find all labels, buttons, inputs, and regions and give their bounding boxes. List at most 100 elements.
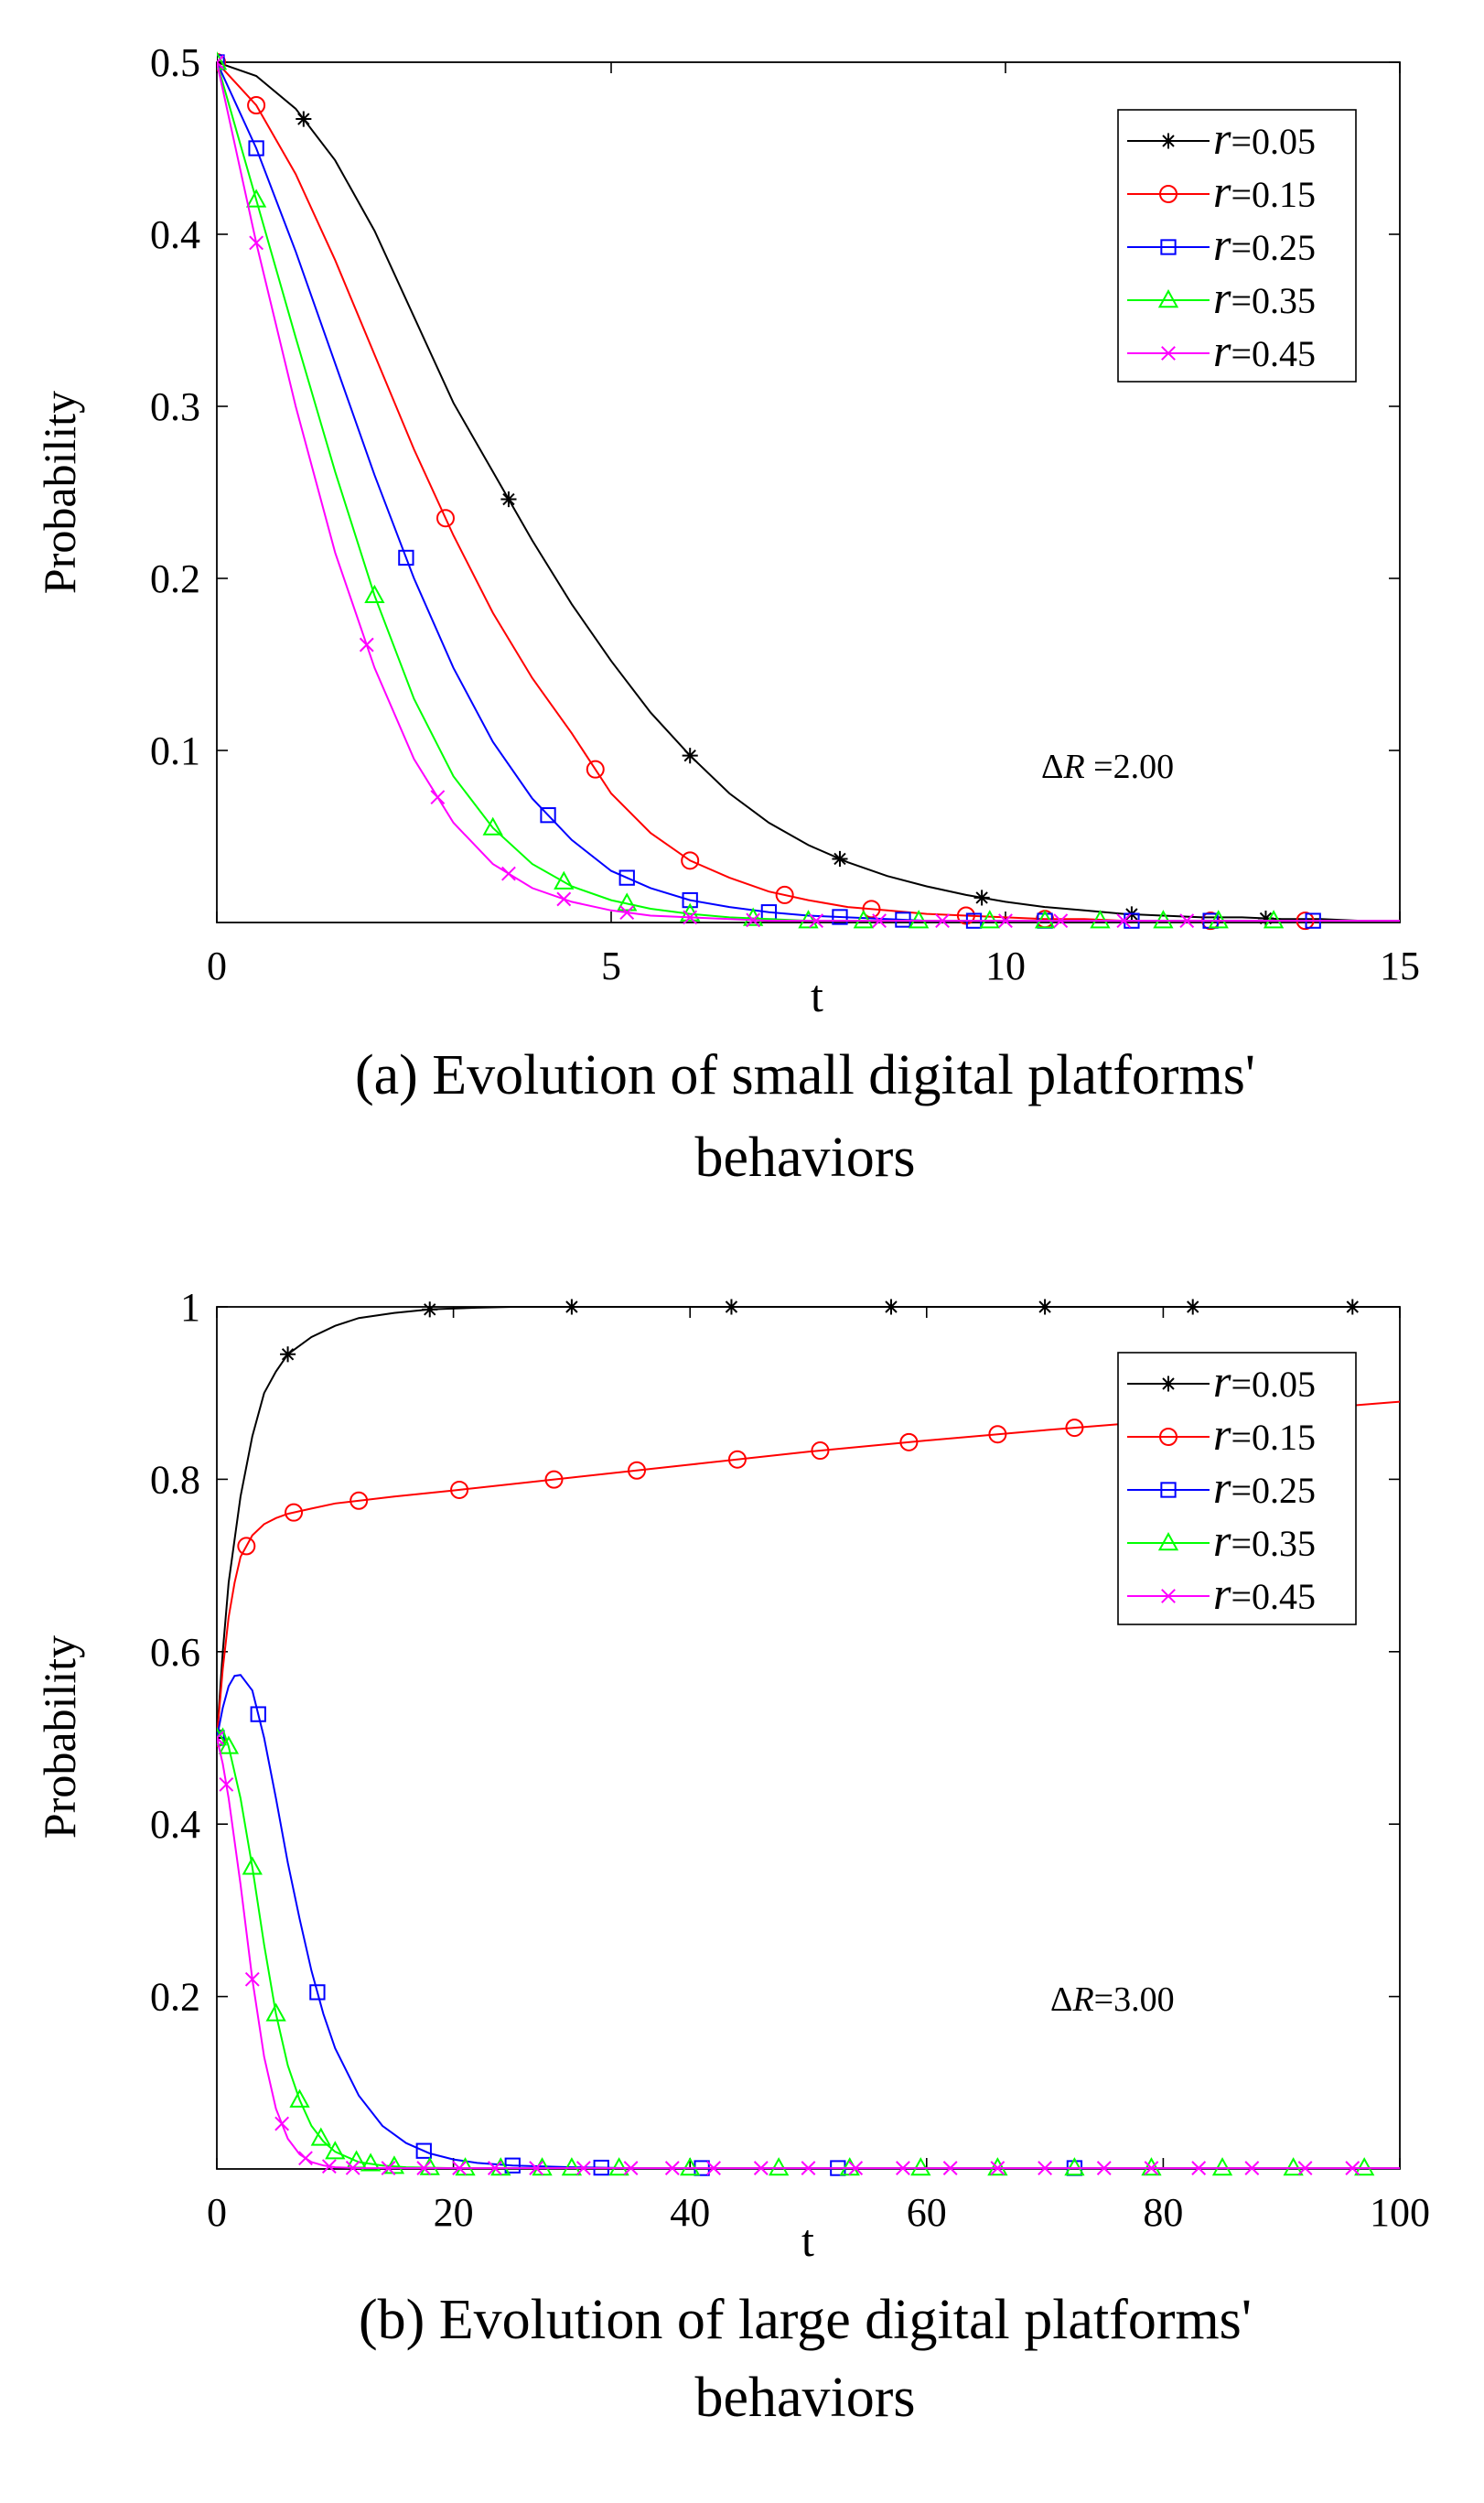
data-point-triangle (217, 1727, 228, 1746)
data-point-cross (274, 2116, 290, 2131)
data-point-cross (501, 866, 516, 881)
data-point-cross (896, 2161, 910, 2175)
data-point-asterisk (1344, 1299, 1360, 1315)
legend-marker (1161, 1589, 1176, 1603)
data-point-circle (586, 760, 605, 779)
data-point-cross (359, 637, 374, 653)
legend-param: r (1213, 1462, 1231, 1513)
data-point-cross (1116, 913, 1132, 929)
data-point-cross (942, 2161, 958, 2175)
data-point-asterisk (280, 1346, 296, 1363)
legend-param: r (1213, 1355, 1231, 1407)
data-point-cross (1144, 2161, 1159, 2175)
legend-value: =0.45 (1231, 1576, 1316, 1617)
legend-label: r=0.35 (1213, 1515, 1316, 1566)
delta-symbol: Δ (1041, 748, 1063, 786)
data-point-circle (988, 1425, 1007, 1444)
data-point-cross (381, 2161, 396, 2175)
y-tick-label: 0.2 (150, 556, 200, 601)
legend-marker (1160, 239, 1177, 255)
data-point-cross (623, 2161, 639, 2175)
legend-value: =0.25 (1231, 1470, 1316, 1511)
data-point-asterisk (682, 748, 698, 764)
legend-marker (1160, 1376, 1177, 1392)
data-point-cross (809, 913, 824, 929)
data-point-cross (753, 2161, 769, 2175)
data-point-cross (683, 910, 698, 925)
data-point-cross (556, 891, 572, 907)
x-axis-label: t (811, 970, 823, 1021)
legend-param: r (1213, 1568, 1231, 1619)
data-point-triangle (1141, 2157, 1162, 2176)
legend-marker (1160, 133, 1177, 149)
data-point-cross (706, 2161, 721, 2175)
legend-label: r=0.25 (1213, 1462, 1316, 1513)
legend-param: r (1213, 113, 1231, 164)
legend-label: r=0.45 (1213, 1568, 1316, 1619)
legend-label: r=0.35 (1213, 272, 1316, 323)
data-point-triangle (1208, 910, 1229, 929)
data-point-square (618, 869, 635, 886)
data-point-cross (529, 2161, 544, 2175)
data-point-cross (848, 2161, 864, 2175)
data-point-triangle (1283, 2157, 1304, 2176)
data-point-circle (1065, 1419, 1084, 1438)
legend-marker (1157, 289, 1179, 308)
data-point-asterisk (883, 1299, 899, 1315)
data-point-triangle (218, 1735, 240, 1754)
y-tick-label: 0.1 (150, 728, 200, 773)
legend-box (1117, 109, 1357, 383)
data-point-triangle (617, 892, 638, 912)
y-tick-label: 0.4 (150, 212, 200, 257)
data-point-cross (298, 2151, 313, 2166)
delta-r-annotation: ΔR =2.00 (1041, 748, 1174, 786)
caption-line-1: (b) Evolution of large digital platforms… (359, 2289, 1252, 2351)
x-tick-label: 5 (601, 944, 621, 988)
legend-label: r=0.25 (1213, 219, 1316, 270)
delta-value: =3.00 (1094, 1980, 1175, 2019)
data-point-triangle (561, 2157, 583, 2176)
delta-value: =2.00 (1085, 748, 1174, 786)
data-point-cross (1053, 913, 1069, 929)
data-point-asterisk (1257, 910, 1274, 927)
data-point-triangle (910, 2157, 931, 2176)
y-tick-label: 0.6 (150, 1630, 200, 1675)
legend-param: r (1213, 1408, 1231, 1460)
y-tick-label: 0.4 (150, 1802, 200, 1847)
data-point-triangle (265, 2002, 286, 2022)
legend-value: =0.35 (1231, 280, 1316, 321)
data-point-cross (487, 2161, 502, 2175)
legend-marker (1159, 185, 1178, 203)
data-point-triangle (289, 2088, 310, 2108)
legend-param: r (1213, 219, 1231, 270)
data-point-square (248, 140, 264, 156)
data-point-square (832, 909, 848, 925)
data-point-square (504, 2157, 521, 2174)
data-point-asterisk (422, 1301, 438, 1318)
data-point-triangle (1354, 2157, 1375, 2176)
data-point-circle (544, 1470, 564, 1489)
delta-r-annotation: ΔR=3.00 (1050, 1980, 1175, 2019)
data-point-asterisk (973, 890, 990, 906)
data-point-square (895, 912, 911, 928)
delta-symbol: Δ (1050, 1980, 1072, 2019)
data-point-cross (664, 2161, 680, 2175)
data-point-cross (1038, 2161, 1053, 2175)
data-point-asterisk (296, 111, 312, 127)
data-point-cross (935, 913, 950, 929)
caption-line-2: behaviors (694, 2367, 915, 2429)
data-point-triangle (310, 2127, 331, 2146)
data-point-cross (998, 913, 1013, 929)
data-point-cross (321, 2159, 337, 2174)
data-point-triangle (853, 910, 874, 929)
data-point-triangle (364, 584, 385, 603)
data-point-triangle (245, 189, 267, 208)
data-point-triangle (743, 907, 764, 926)
y-tick-label: 0.3 (150, 384, 200, 429)
x-tick-label: 40 (670, 2190, 710, 2235)
data-point-square (398, 549, 414, 566)
series-line (217, 1306, 1400, 1739)
data-point-cross (619, 905, 635, 921)
x-tick-label: 80 (1143, 2190, 1183, 2235)
